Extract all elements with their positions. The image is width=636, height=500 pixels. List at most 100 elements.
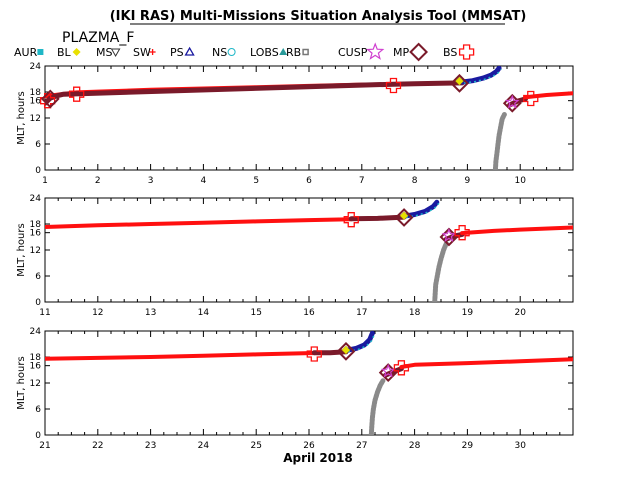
crossing-bs-marker <box>69 86 85 102</box>
x-tick-label: 18 <box>409 308 421 318</box>
x-tick-label: 25 <box>250 441 261 451</box>
x-tick-label: 16 <box>303 308 315 318</box>
series-aurora-fringe <box>464 68 502 84</box>
open-triangle-down-icon <box>110 48 121 58</box>
y-tick-label: 12 <box>30 246 41 256</box>
x-tick-label: 30 <box>514 441 526 451</box>
x-tick-label: 11 <box>39 308 50 318</box>
open-diamond-icon <box>409 42 429 62</box>
legend-label-ns: NS <box>212 46 227 59</box>
crossing-mp-marker <box>336 341 356 361</box>
x-tick-label: 14 <box>198 308 210 318</box>
legend-label-lobs: LOBS <box>250 46 279 59</box>
x-tick-label: 1 <box>42 176 48 186</box>
y-tick-label: 12 <box>30 379 41 389</box>
crossing-cusp-marker <box>441 228 457 242</box>
y-tick-label: 6 <box>35 140 41 150</box>
y-axis-label: MLT, hours <box>16 356 27 409</box>
legend-label-aur: AUR <box>14 46 38 59</box>
series-group <box>45 199 573 302</box>
legend-label-bs: BS <box>443 46 457 59</box>
instrument-label: PLAZMA_F <box>62 30 134 46</box>
x-tick-label: 20 <box>514 308 526 318</box>
panel-frame <box>44 65 574 171</box>
y-tick-label: 18 <box>30 353 42 363</box>
series-radiation-belt <box>432 241 449 302</box>
crossing-cusp-marker <box>505 94 520 109</box>
crossing-bs-marker <box>385 77 402 94</box>
x-tick-label: 26 <box>303 441 315 451</box>
asterisk-icon <box>149 49 156 55</box>
crossing-mp-marker <box>394 208 414 227</box>
y-tick-label: 18 <box>30 220 42 230</box>
x-tick-label: 21 <box>39 441 50 451</box>
crossing-bs-marker <box>523 90 539 107</box>
x-tick-label: 17 <box>356 308 367 318</box>
x-axis-label: April 2018 <box>283 451 353 465</box>
y-axis-label: MLT, hours <box>16 223 27 276</box>
x-tick-label: 23 <box>145 441 156 451</box>
crossing-bs-marker <box>306 346 322 362</box>
y-tick-label: 6 <box>35 405 41 415</box>
crossing-bl-marker <box>455 76 464 86</box>
filled-diamond-icon <box>72 48 81 56</box>
y-tick-label: 0 <box>35 166 41 176</box>
series-solar-wind <box>45 351 317 361</box>
legend-label-ms: MS <box>96 46 112 59</box>
legend-label-bl: BL <box>57 46 72 59</box>
y-tick-label: 16 <box>30 362 42 372</box>
x-tick-label: 6 <box>306 176 312 186</box>
x-tick-label: 19 <box>462 308 474 318</box>
crossing-mp-marker <box>40 89 60 109</box>
crossing-bl-marker <box>399 211 409 221</box>
x-tick-label: 4 <box>201 176 207 186</box>
series-solar-wind <box>45 217 354 229</box>
y-tick-label: 16 <box>30 229 42 239</box>
crossing-bl-marker <box>341 345 351 355</box>
crossing-bs-marker <box>343 212 359 228</box>
series-radiation-belt <box>492 112 507 170</box>
y-tick-label: 24 <box>30 327 42 337</box>
series-plasma-sheet <box>459 66 502 85</box>
open-circle-icon <box>227 48 236 56</box>
x-tick-label: 13 <box>145 308 156 318</box>
panel-frame <box>44 197 574 303</box>
series-radiation-belt <box>368 378 386 435</box>
crossing-cusp-marker <box>380 363 396 378</box>
x-tick-label: 5 <box>253 176 259 186</box>
panel-frame <box>44 330 574 436</box>
x-tick-label: 12 <box>92 308 103 318</box>
legend-label-mp: MP <box>393 46 409 59</box>
y-axis-label: MLT, hours <box>16 91 27 144</box>
series-plasma-sheet <box>401 199 440 219</box>
crossing-bs-marker <box>454 225 470 241</box>
series-solar-wind-2 <box>523 91 573 100</box>
y-tick-label: 18 <box>30 88 42 98</box>
x-tick-label: 8 <box>412 176 418 186</box>
y-tick-label: 16 <box>30 97 42 107</box>
series-solar-wind-2 <box>460 225 573 236</box>
filled-square-icon <box>37 49 44 55</box>
y-tick-label: 24 <box>30 194 42 204</box>
legend-label-sw: SW <box>133 46 151 59</box>
filled-triangle-icon <box>279 48 288 55</box>
figure-title: (IKI RAS) Multi-Missions Situation Analy… <box>110 9 527 24</box>
open-triangle-up-icon <box>184 46 195 56</box>
series-group <box>45 66 573 170</box>
y-tick-label: 24 <box>30 62 42 72</box>
x-tick-label: 9 <box>465 176 471 186</box>
legend-label-ps: PS <box>170 46 184 59</box>
x-tick-label: 3 <box>148 176 154 186</box>
crossing-bs-marker <box>393 360 410 376</box>
x-tick-label: 10 <box>514 176 526 186</box>
y-tick-label: 6 <box>35 272 41 282</box>
series-aurora-fringe <box>405 202 440 218</box>
x-tick-label: 15 <box>250 308 261 318</box>
y-tick-label: 12 <box>30 114 41 124</box>
x-tick-label: 27 <box>356 441 367 451</box>
